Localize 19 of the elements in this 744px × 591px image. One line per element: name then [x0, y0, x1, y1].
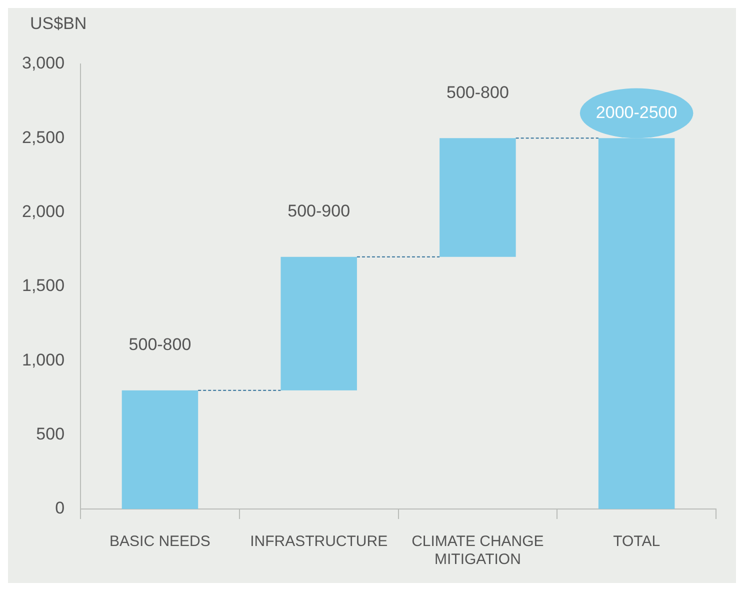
data-label: 500-800	[128, 335, 192, 354]
x-tick-label: TOTAL	[613, 533, 660, 550]
bar	[280, 256, 357, 390]
x-tick-label: INFRASTRUCTURE	[250, 533, 388, 550]
y-tick-label: 1,000	[22, 350, 65, 370]
x-tick-label: CLIMATE CHANGE MITIGATION	[412, 533, 544, 568]
y-axis-title: US$BN	[30, 14, 87, 34]
y-tick-label: 0	[55, 498, 65, 518]
x-tick-label: BASIC NEEDS	[110, 533, 210, 550]
y-tick-label: 2,000	[22, 202, 65, 222]
y-tick-label: 2,500	[22, 128, 65, 147]
y-tick-label: 500	[36, 424, 65, 444]
data-label: 2000-2500	[596, 102, 678, 122]
bar	[440, 138, 516, 257]
y-tick-label: 1,500	[22, 276, 65, 296]
data-label: 500-900	[288, 202, 350, 221]
data-label: 500-800	[446, 82, 509, 102]
y-tick-label: 3,000	[22, 54, 65, 73]
bar	[122, 390, 198, 509]
